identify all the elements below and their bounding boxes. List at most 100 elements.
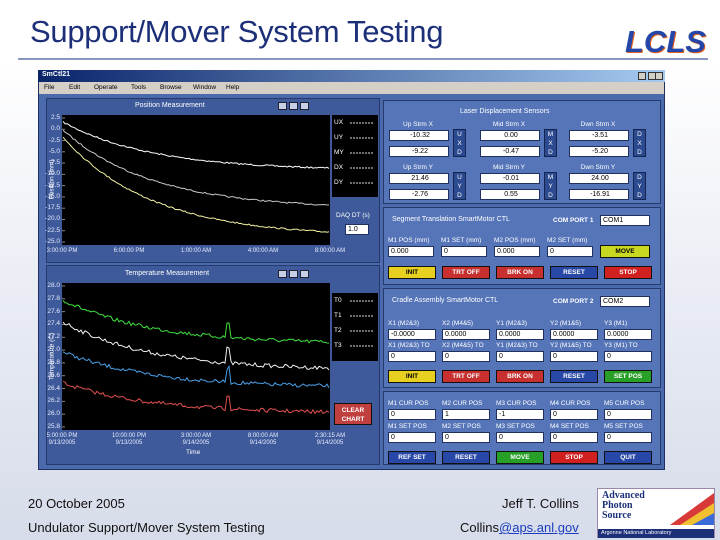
menu-item[interactable]: Window (193, 84, 217, 91)
button[interactable]: QUIT (604, 451, 652, 464)
menu-item[interactable]: Help (226, 84, 240, 91)
field-value[interactable]: 0 (496, 432, 544, 443)
position-plot-area (62, 115, 330, 245)
field-label: Y3 (M1) (604, 320, 628, 327)
field-value: -1 (496, 409, 544, 420)
field-value[interactable]: 0 (496, 351, 544, 362)
field-value[interactable]: 0 (442, 351, 490, 362)
plot-title: Position Measurement (135, 102, 205, 109)
sensor-tag-letter: D (637, 174, 642, 181)
button[interactable]: TRT OFF (442, 266, 490, 279)
y-tick-label: 27.4 (47, 320, 60, 328)
x-axis-label: Time (186, 449, 201, 456)
field-value[interactable]: 0 (550, 432, 598, 443)
legend-label: MY (334, 149, 344, 156)
plot-tool[interactable] (278, 102, 287, 110)
field-value[interactable]: 0 (547, 246, 593, 257)
field-label: Y2 (M1&5) TO (550, 342, 592, 349)
field-value[interactable]: 0 (550, 351, 598, 362)
menu-item[interactable]: Edit (69, 84, 81, 91)
y-tick-label: 27.0 (47, 346, 60, 354)
field-label: Y1 (M2&3) (496, 320, 528, 327)
legend-label: T0 (334, 297, 342, 304)
field-value[interactable]: 0 (604, 432, 652, 443)
legend-label: T1 (334, 312, 342, 319)
button[interactable]: BRK ON (496, 370, 544, 383)
field-value[interactable]: -0.0000 (388, 329, 436, 340)
field-value[interactable]: 0.0000 (604, 329, 652, 340)
field-value[interactable]: 0 (442, 432, 490, 443)
button[interactable]: REF SET (388, 451, 436, 464)
button[interactable]: INIT (388, 370, 436, 383)
field-value[interactable]: 0.0000 (496, 329, 544, 340)
menu-item[interactable]: File (44, 84, 55, 91)
close-button[interactable] (655, 72, 663, 80)
y-tick-label: -15.0 (45, 192, 60, 200)
x-tick-date: 9/14/2005 (249, 440, 277, 446)
field-value[interactable]: 0 (388, 351, 436, 362)
button[interactable]: BRK ON (496, 266, 544, 279)
field-value[interactable]: 0.0000 (442, 329, 490, 340)
button[interactable]: INIT (388, 266, 436, 279)
email-domain[interactable]: @aps.anl.gov (499, 520, 579, 535)
footer-date: 20 October 2005 (28, 496, 125, 511)
sensor-tag-letter: M (547, 174, 554, 181)
field-value[interactable]: 0.000 (494, 246, 540, 257)
sensor-name: Dwn Strm Y (580, 164, 616, 171)
button[interactable]: RESET (550, 370, 598, 383)
sensor-reading: 0.55 (480, 189, 540, 200)
temperature-plot-area (62, 283, 330, 430)
plot-tool[interactable] (278, 270, 287, 278)
field-value[interactable]: 0.000 (388, 246, 434, 257)
x-tick-date: 9/13/2005 (115, 440, 143, 446)
lcls-logo: LCLS (625, 24, 706, 59)
menu-item[interactable]: Browse (160, 84, 182, 91)
field-value[interactable]: 0.0000 (550, 329, 598, 340)
plot-tool[interactable] (300, 270, 309, 278)
temperature-legend-box (332, 293, 378, 361)
minimize-button[interactable] (638, 72, 646, 80)
trace (62, 136, 330, 233)
y-tick-label: 26.2 (47, 397, 60, 405)
aps-caption: Argonne National Laboratory (598, 529, 714, 538)
field-value[interactable]: 0 (604, 351, 652, 362)
y-tick-label: 26.8 (47, 358, 60, 366)
sensor-tag-letter: Y (457, 183, 462, 190)
button[interactable]: TRT OFF (442, 370, 490, 383)
sensor-reading: -0.47 (480, 146, 540, 157)
field-label: X1 (M2&3) (388, 320, 420, 327)
field-label: M1 SET POS (388, 423, 427, 430)
sensor-tag-letter: X (548, 140, 553, 147)
y-tick-label: 26.0 (47, 410, 60, 418)
plot-tool[interactable] (300, 102, 309, 110)
field-label: X2 (M4&5) (442, 320, 474, 327)
field-value[interactable]: 0 (388, 432, 436, 443)
field-value[interactable]: 0 (441, 246, 487, 257)
button[interactable]: RESET (550, 266, 598, 279)
com-dropdown[interactable]: COM2 (600, 296, 650, 307)
com-dropdown[interactable]: COM1 (600, 215, 650, 226)
button[interactable]: RESET (442, 451, 490, 464)
sensor-tag-letter: D (457, 192, 462, 199)
sensor-name: Mid Strm X (492, 121, 526, 128)
trace (62, 129, 330, 206)
clear-chart-button[interactable]: CLEAR CHART (334, 403, 372, 425)
button[interactable]: STOP (550, 451, 598, 464)
x-tick-label: 1:00:00 AM (180, 248, 212, 254)
daq-value[interactable]: 1.0 (345, 224, 369, 235)
aps-line: Source (602, 510, 632, 521)
plot-tool[interactable] (289, 102, 298, 110)
menu-item[interactable]: Operate (94, 84, 118, 91)
button[interactable]: SET POS (604, 370, 652, 383)
panel-title: Laser Displacement Sensors (460, 108, 550, 115)
move-button[interactable]: MOVE (600, 245, 650, 258)
menu-item[interactable]: Tools (131, 84, 147, 91)
plot-tool[interactable] (289, 270, 298, 278)
field-label: M3 SET POS (496, 423, 535, 430)
button[interactable]: MOVE (496, 451, 544, 464)
button[interactable]: STOP (604, 266, 652, 279)
